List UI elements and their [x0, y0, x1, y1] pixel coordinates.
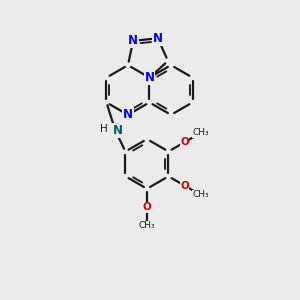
Text: N: N — [145, 71, 154, 84]
Text: CH₃: CH₃ — [192, 128, 209, 137]
Text: O: O — [142, 202, 151, 212]
Text: N: N — [153, 32, 163, 45]
Text: N: N — [123, 108, 133, 121]
Text: O: O — [180, 181, 189, 190]
Text: CH₃: CH₃ — [192, 190, 209, 200]
Text: H: H — [100, 124, 108, 134]
Text: N: N — [113, 124, 123, 137]
Text: N: N — [128, 34, 138, 47]
Text: O: O — [180, 137, 189, 147]
Text: CH₃: CH₃ — [139, 221, 155, 230]
